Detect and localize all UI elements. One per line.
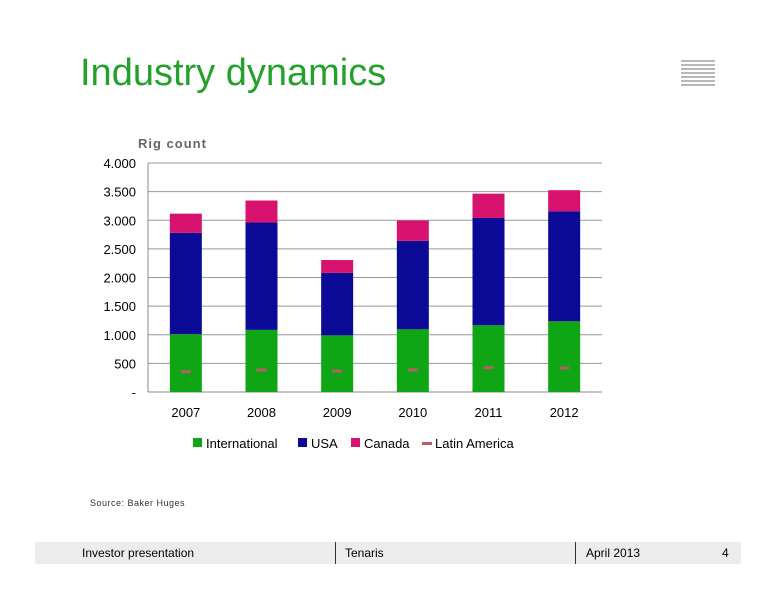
y-tick-label: 3.500 <box>103 185 136 200</box>
bar-canada <box>548 190 581 212</box>
y-tick-label: 3.000 <box>103 213 136 228</box>
y-tick-label: 2.000 <box>103 271 136 286</box>
legend-latin-america-label: Latin America <box>435 436 515 451</box>
bar-usa <box>396 240 429 330</box>
footer-page-number: 4 <box>722 546 729 560</box>
tenaris-logo-icon <box>681 60 715 88</box>
marker-latin-america <box>483 366 494 370</box>
footer-divider <box>335 542 336 564</box>
source-note: Source: Baker Huges <box>90 498 186 508</box>
marker-latin-america <box>256 368 267 372</box>
marker-latin-america <box>559 366 570 370</box>
bars <box>169 190 581 392</box>
legend-usa-label: USA <box>311 436 338 451</box>
x-tick-label: 2010 <box>398 405 427 420</box>
footer-bar: Investor presentation Tenaris April 2013… <box>35 542 741 564</box>
slide-title: Industry dynamics <box>80 52 387 94</box>
bar-international <box>169 334 202 392</box>
y-tick-label: 1.500 <box>103 299 136 314</box>
y-tick-label: 500 <box>114 356 136 371</box>
x-tick-labels: 2007 2008 2009 2010 2011 2012 <box>171 405 578 420</box>
y-tick-label: - <box>132 385 136 400</box>
y-tick-label: 1.000 <box>103 328 136 343</box>
legend-international-swatch <box>193 438 202 447</box>
bar-international <box>321 335 354 392</box>
footer-divider <box>575 542 576 564</box>
bar-international <box>548 321 581 392</box>
y-tick-label: 4.000 <box>103 156 136 171</box>
stacked-bar-chart: -5001.0001.5002.0002.5003.0003.5004.000 … <box>103 156 602 451</box>
footer-company-label: Tenaris <box>345 546 384 560</box>
legend-canada-label: Canada <box>364 436 410 451</box>
bar-international <box>396 329 429 392</box>
bar-international <box>472 325 505 392</box>
footer-presentation-label: Investor presentation <box>82 546 195 560</box>
legend-usa-swatch <box>298 438 307 447</box>
footer-date-label: April 2013 <box>586 546 641 560</box>
legend-canada-swatch <box>351 438 360 447</box>
marker-latin-america <box>180 370 191 374</box>
grid-lines <box>147 162 602 393</box>
legend-international-label: International <box>206 436 278 451</box>
x-tick-label: 2009 <box>323 405 352 420</box>
y-tick-labels: - 500 1.000 1.500 2.000 2.500 3.000 3.500 4.000 <box>103 156 136 400</box>
bar-canada <box>472 193 505 218</box>
bar-usa <box>321 272 354 336</box>
y-axis-title: Rig count <box>138 136 207 151</box>
bar-canada <box>169 213 202 233</box>
legend-latin-america-swatch <box>422 442 432 445</box>
marker-latin-america <box>407 368 418 372</box>
latin-america-markers <box>180 366 570 374</box>
bar-canada <box>245 200 278 223</box>
bar-usa <box>245 222 278 330</box>
legend: International USA Canada Latin America <box>193 436 515 451</box>
bar-usa <box>548 211 581 322</box>
marker-latin-america <box>332 369 343 373</box>
bar-usa <box>472 217 505 326</box>
bar-usa <box>169 232 202 335</box>
y-tick-label: 2.500 <box>103 242 136 257</box>
x-tick-label: 2007 <box>171 405 200 420</box>
bar-international <box>245 329 278 392</box>
x-tick-label: 2011 <box>475 405 503 420</box>
x-tick-label: 2012 <box>550 405 579 420</box>
bar-canada <box>396 220 429 241</box>
bar-canada <box>321 260 354 273</box>
x-tick-label: 2008 <box>247 405 276 420</box>
